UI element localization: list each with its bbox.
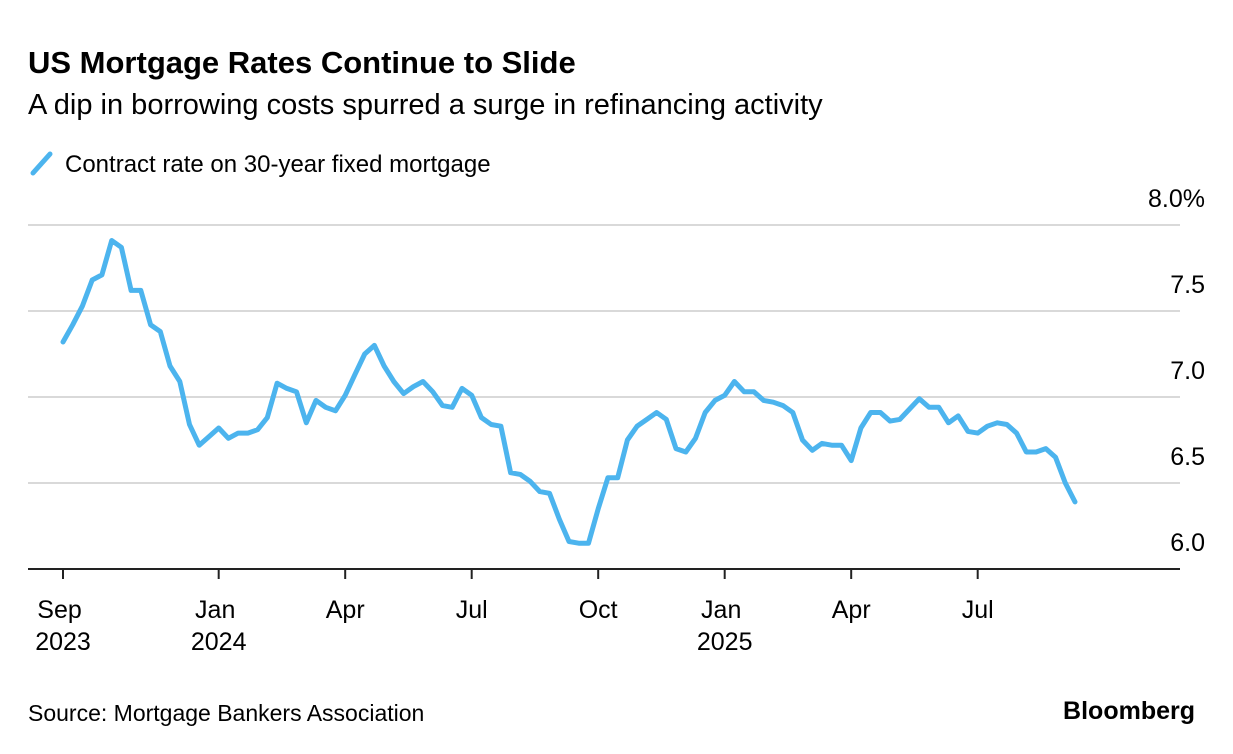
x-tick-label: Jan 2024 [191, 596, 247, 656]
x-tick-label: Sep 2023 [35, 596, 91, 656]
data-line [60, 238, 1078, 546]
y-tick-label: 6.0 [1170, 529, 1205, 557]
x-tick-label: Oct [579, 596, 618, 624]
chart-subtitle: A dip in borrowing costs spurred a surge… [28, 89, 823, 121]
y-tick-label: 8.0% [1148, 185, 1205, 213]
legend-swatch [30, 151, 53, 176]
x-tick-label: Jul [456, 596, 488, 624]
y-tick-label: 7.0 [1170, 357, 1205, 385]
brand: Bloomberg [1063, 697, 1195, 725]
legend-label: Contract rate on 30-year fixed mortgage [65, 151, 491, 178]
chart-title: US Mortgage Rates Continue to Slide [28, 45, 576, 80]
x-tick-label: Jul [962, 596, 994, 624]
y-tick-label: 6.5 [1170, 443, 1205, 471]
x-tick-label: Apr [832, 596, 871, 624]
x-tick-label: Jan 2025 [697, 596, 753, 656]
source-note: Source: Mortgage Bankers Association [28, 700, 424, 726]
x-tick-label: Apr [326, 596, 365, 624]
y-tick-label: 7.5 [1170, 271, 1205, 299]
